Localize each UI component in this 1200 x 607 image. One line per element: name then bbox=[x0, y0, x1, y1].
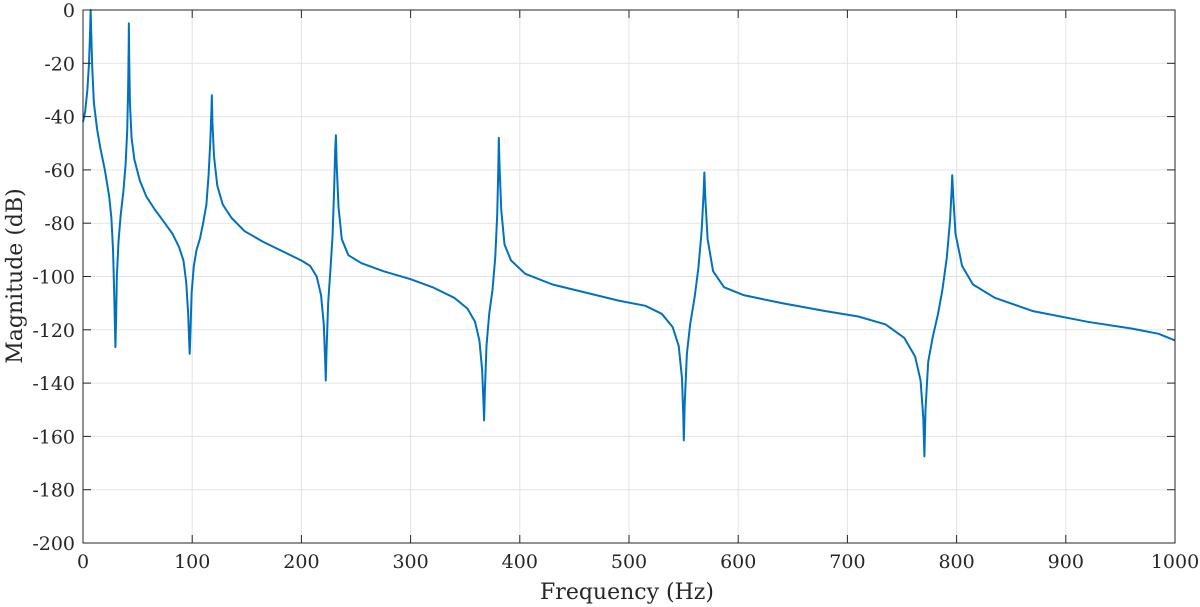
x-tick-label: 100 bbox=[174, 551, 210, 573]
x-tick-label: 1000 bbox=[1151, 551, 1199, 573]
ticks bbox=[82, 9, 1176, 544]
y-tick-label: -200 bbox=[32, 533, 75, 555]
y-tick-label: -160 bbox=[32, 426, 75, 448]
y-tick-label: -60 bbox=[44, 160, 75, 182]
y-tick-label: -180 bbox=[32, 480, 75, 502]
x-tick-label: 0 bbox=[77, 551, 89, 573]
series-line-magnitude bbox=[82, 9, 1176, 458]
y-axis-title: Magnitude (dB) bbox=[3, 188, 28, 363]
x-tick-label: 900 bbox=[1048, 551, 1084, 573]
x-tick-label: 300 bbox=[392, 551, 428, 573]
tick-labels: 0 100 200 300 400 500 600 700 800 900 1000 0 -20 -40 -… bbox=[32, 0, 1199, 573]
x-tick-label: 800 bbox=[938, 551, 974, 573]
x-tick-label: 700 bbox=[829, 551, 865, 573]
y-tick-label: -140 bbox=[32, 373, 75, 395]
y-tick-label: -80 bbox=[44, 213, 75, 235]
x-tick-label: 500 bbox=[611, 551, 647, 573]
y-tick-label: -120 bbox=[32, 320, 75, 342]
x-tick-label: 200 bbox=[283, 551, 319, 573]
y-tick-label: -100 bbox=[32, 267, 75, 289]
y-tick-label: -40 bbox=[44, 107, 75, 129]
y-tick-label: -20 bbox=[44, 53, 75, 75]
series-layer bbox=[82, 9, 1176, 458]
x-tick-label: 400 bbox=[502, 551, 538, 573]
x-axis-title: Frequency (Hz) bbox=[540, 580, 714, 605]
x-tick-label: 600 bbox=[720, 551, 756, 573]
y-tick-label: 0 bbox=[63, 0, 75, 22]
